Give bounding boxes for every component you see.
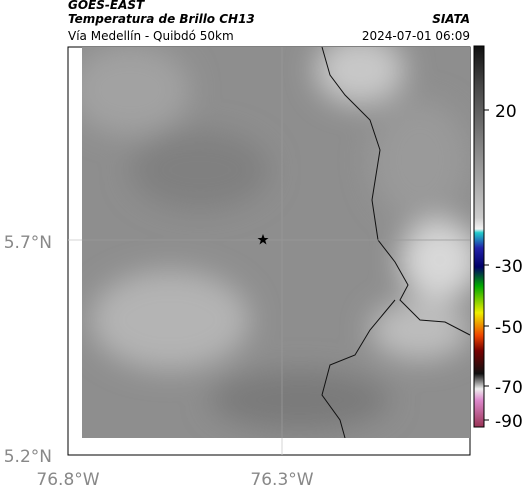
lon-label: 76.8°W	[36, 470, 99, 490]
colorbar	[473, 45, 485, 428]
title: GOES-EAST	[68, 0, 145, 12]
route: Vía Medellín - Quibdó 50km	[68, 29, 234, 43]
colorbar-tick-label: 20	[495, 102, 517, 122]
subtitle: Temperatura de Brillo CH13	[68, 12, 255, 26]
colorbar-tick-label: -50	[495, 318, 523, 338]
colorbar-tick-label: -30	[495, 257, 523, 277]
source: SIATA	[432, 12, 470, 26]
timestamp: 2024-07-01 06:09	[361, 29, 470, 43]
location-marker	[257, 234, 269, 245]
lat-label: 5.7°N	[4, 233, 52, 253]
lat-label: 5.2°N	[4, 447, 52, 467]
lon-label: 76.3°W	[250, 470, 313, 490]
satellite-image	[82, 47, 470, 438]
colorbar-tick-label: -90	[495, 412, 523, 432]
colorbar-tick-label: -70	[495, 378, 523, 398]
